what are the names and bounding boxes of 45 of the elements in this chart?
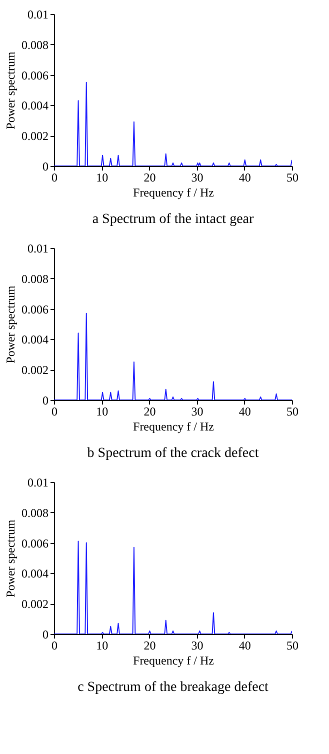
- x-tick-label: 10: [96, 638, 108, 652]
- y-tick-label: 0.004: [22, 566, 48, 581]
- y-tick-label: 0.008: [22, 506, 48, 520]
- x-tick-label: 40: [238, 404, 251, 418]
- y-axis-title: Power spectrum: [4, 285, 18, 364]
- y-tick-label: 0.01: [28, 8, 48, 22]
- y-tick-label: 0.004: [22, 332, 48, 347]
- x-axis-title: Frequency f / Hz: [133, 186, 214, 200]
- y-tick-label: 0.006: [22, 302, 48, 316]
- x-tick-label: 40: [238, 170, 251, 184]
- x-tick-label: 10: [96, 404, 108, 418]
- x-tick-label: 10: [96, 170, 108, 184]
- y-tick-label: 0.01: [28, 242, 48, 256]
- x-axis-title: Frequency f / Hz: [133, 654, 214, 668]
- y-tick-label: 0.008: [22, 38, 48, 52]
- x-tick-label: 30: [191, 404, 204, 418]
- x-tick-label: 0: [52, 170, 58, 184]
- text: c Spectrum of the breakage defect: [78, 680, 269, 695]
- y-tick-label: 0.01: [28, 476, 48, 490]
- x-tick-label: 20: [144, 638, 156, 652]
- x-tick-label: 0: [52, 638, 58, 652]
- y-tick-label: 0.006: [22, 68, 48, 82]
- x-tick-label: 30: [191, 170, 204, 184]
- x-tick-label: 30: [191, 638, 204, 652]
- x-tick-label: 40: [238, 638, 251, 652]
- y-tick-label: 0.008: [22, 272, 48, 286]
- y-tick-label: 0.004: [22, 98, 48, 113]
- y-tick-label: 0: [42, 628, 48, 642]
- text: b Spectrum of the crack defect: [87, 446, 259, 461]
- text: a Spectrum of the intact gear: [92, 212, 254, 227]
- y-tick-label: 0.002: [22, 363, 48, 378]
- y-tick-label: 0.002: [22, 129, 48, 144]
- y-axis-title: Power spectrum: [4, 519, 18, 598]
- y-axis-title: Power spectrum: [4, 51, 18, 130]
- x-tick-label: 50: [286, 638, 298, 652]
- x-axis-title: Frequency f / Hz: [133, 420, 214, 434]
- x-tick-label: 50: [286, 170, 298, 184]
- x-tick-label: 0: [52, 404, 58, 418]
- y-tick-label: 0.006: [22, 536, 48, 550]
- x-tick-label: 20: [144, 404, 156, 418]
- y-tick-label: 0: [42, 160, 48, 174]
- x-tick-label: 50: [286, 404, 298, 418]
- x-tick-label: 20: [144, 170, 156, 184]
- y-tick-label: 0: [42, 394, 48, 408]
- y-tick-label: 0.002: [22, 597, 48, 612]
